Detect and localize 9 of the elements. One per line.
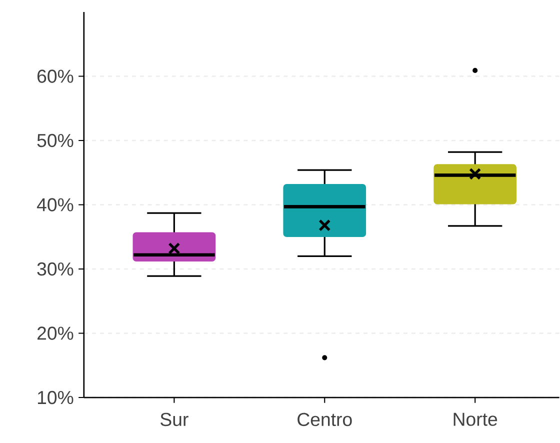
y-tick-label: 10% — [38, 390, 74, 404]
x-tick-label: Norte — [454, 412, 498, 426]
x-tick-label: Sur — [160, 412, 188, 426]
y-tick-label: 40% — [36, 198, 74, 212]
x-tick-label: Centro — [298, 412, 352, 426]
y-tick-label: 20% — [37, 326, 74, 340]
y-tick-label: 60% — [37, 69, 74, 83]
y-tick-label: 50% — [37, 134, 74, 147]
y-tick-label: 30% — [37, 262, 74, 276]
